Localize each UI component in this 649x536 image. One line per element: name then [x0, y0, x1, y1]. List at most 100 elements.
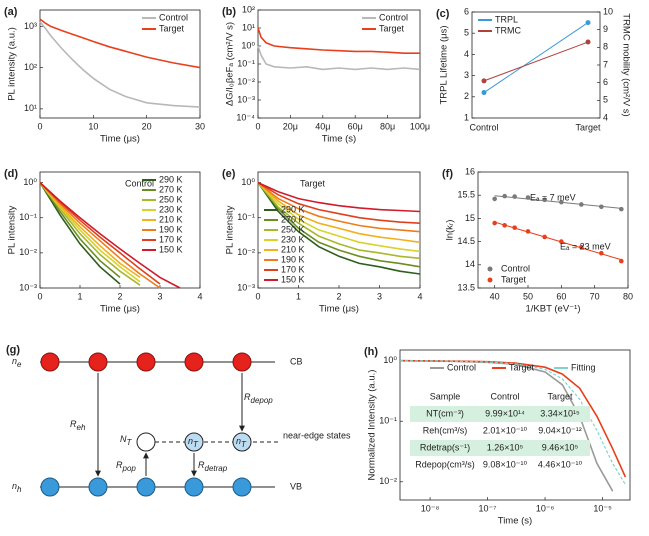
panel-label: (e) [222, 168, 236, 180]
y-tick-label: 10⁻¹ [19, 212, 37, 222]
y-tick-label: 2 [464, 91, 469, 101]
annotation: Control [125, 178, 154, 188]
y-tick-label: 14 [465, 259, 475, 269]
x-axis-label: 1/KBT (eV⁻¹) [526, 304, 581, 315]
x-tick-label: 20 [142, 121, 152, 131]
y2-tick-label: 6 [603, 77, 608, 87]
legend-label: 250 K [281, 224, 305, 234]
table-row-bg [410, 406, 590, 422]
series-line [257, 182, 421, 244]
legend-label: 250 K [159, 194, 183, 204]
legend-swatch [487, 277, 493, 283]
legend-label: 150 K [281, 274, 305, 284]
y-axis-label: ΔG/I₀βeFₐ (cm²/V s) [225, 22, 236, 106]
legend-label: 170 K [159, 234, 183, 244]
legend-label: 210 K [281, 244, 305, 254]
table-header: Sample [430, 391, 461, 401]
x-tick-label: 2 [336, 291, 341, 301]
table-cell: 9.04×10⁻¹² [538, 425, 582, 435]
x-tick-label: 60μ [348, 121, 363, 131]
label-main: n [12, 356, 17, 366]
label-sub: eh [77, 423, 86, 432]
y-tick-label: 15 [465, 213, 475, 223]
series-line [39, 182, 181, 289]
x-tick-label: 10⁻⁷ [479, 503, 497, 513]
y-tick-label: 10¹ [242, 22, 255, 32]
y-tick-label: 10⁻² [237, 76, 255, 86]
y-tick-label: 15.5 [457, 190, 475, 200]
legend-label: 270 K [281, 214, 305, 224]
x-tick-label: 0 [37, 291, 42, 301]
arrows [95, 373, 245, 477]
legend-label: 170 K [281, 264, 305, 274]
y-tick-label: 10³ [24, 21, 37, 31]
fit-line [494, 195, 622, 209]
series-line [39, 21, 201, 108]
x-axis-label: Time (μs) [319, 304, 359, 315]
y2-tick-label: 8 [603, 42, 608, 52]
label-sub: h [17, 485, 22, 494]
y2-tick-label: 10 [603, 6, 613, 16]
series-line [39, 18, 201, 69]
plot-frame [477, 171, 629, 289]
label-main: n [12, 481, 17, 491]
x-tick-label: 4 [197, 291, 202, 301]
legend-label: 190 K [159, 224, 183, 234]
label-sub: T [241, 440, 247, 449]
holes [40, 477, 252, 497]
annotation: Target [300, 178, 326, 188]
legend-label: 270 K [159, 184, 183, 194]
y-tick-label: 10⁰ [241, 177, 255, 187]
point [619, 258, 624, 264]
y-tick-label: 1 [464, 112, 469, 122]
legend-label: Control [501, 263, 530, 273]
y-tick-label: 10⁻³ [237, 282, 255, 292]
label-main: N [120, 434, 127, 444]
legend-label: Target [501, 274, 527, 284]
y-axis-label: TRPL Lifetime (μs) [439, 25, 450, 104]
x-tick-label: 80μ [380, 121, 395, 131]
y-tick-label: 10⁻² [19, 247, 37, 257]
legend-label: 230 K [281, 234, 305, 244]
diagram-label: Rdetrap [198, 460, 228, 473]
x-axis-label: Time (s) [322, 134, 356, 145]
series-line [483, 22, 589, 93]
x-tick-label: 60 [556, 291, 566, 301]
x-tick-label: 0 [37, 121, 42, 131]
diagram-label: Rpop [116, 460, 136, 473]
series-line [399, 360, 626, 485]
legend-label: Target [159, 23, 185, 33]
series-line [39, 182, 141, 279]
filled-trap [184, 432, 204, 452]
y-tick-label: 4 [464, 49, 469, 59]
table-cell: 3.34×10¹⁵ [540, 408, 580, 418]
table-cell: NT(cm⁻³) [426, 408, 464, 418]
label-sub: detrap [205, 464, 228, 473]
y-axis-label: ln(kᵣ) [445, 220, 456, 241]
panel-label: (g) [6, 344, 20, 356]
label-main: R [116, 460, 123, 470]
series-line [257, 182, 421, 275]
diagram-label: Reh [70, 419, 86, 432]
x-tick-label: Target [575, 122, 601, 132]
series-line [483, 41, 589, 82]
y-tick-label: 10⁻³ [237, 94, 255, 104]
y-tick-label: 10⁰ [241, 40, 255, 50]
diagram-label: NT [120, 434, 133, 447]
x-tick-label: 3 [157, 291, 162, 301]
label-sub: depop [251, 396, 274, 405]
empty-trap [136, 432, 156, 452]
x-tick-label: 30 [195, 121, 205, 131]
table-cell: Reh(cm³/s) [423, 425, 468, 435]
point [585, 39, 591, 45]
electrons [40, 352, 252, 372]
x-tick-label: 20μ [283, 121, 298, 131]
table-cell: 2.01×10⁻¹⁰ [483, 425, 528, 435]
y-axis-label: PL intensity [225, 205, 236, 254]
y2-tick-label: 5 [603, 95, 608, 105]
x-tick-label: 10⁻⁸ [421, 503, 440, 513]
y-tick-label: 10⁻² [237, 247, 255, 257]
x-tick-label: 1 [296, 291, 301, 301]
x-tick-label: 3 [377, 291, 382, 301]
